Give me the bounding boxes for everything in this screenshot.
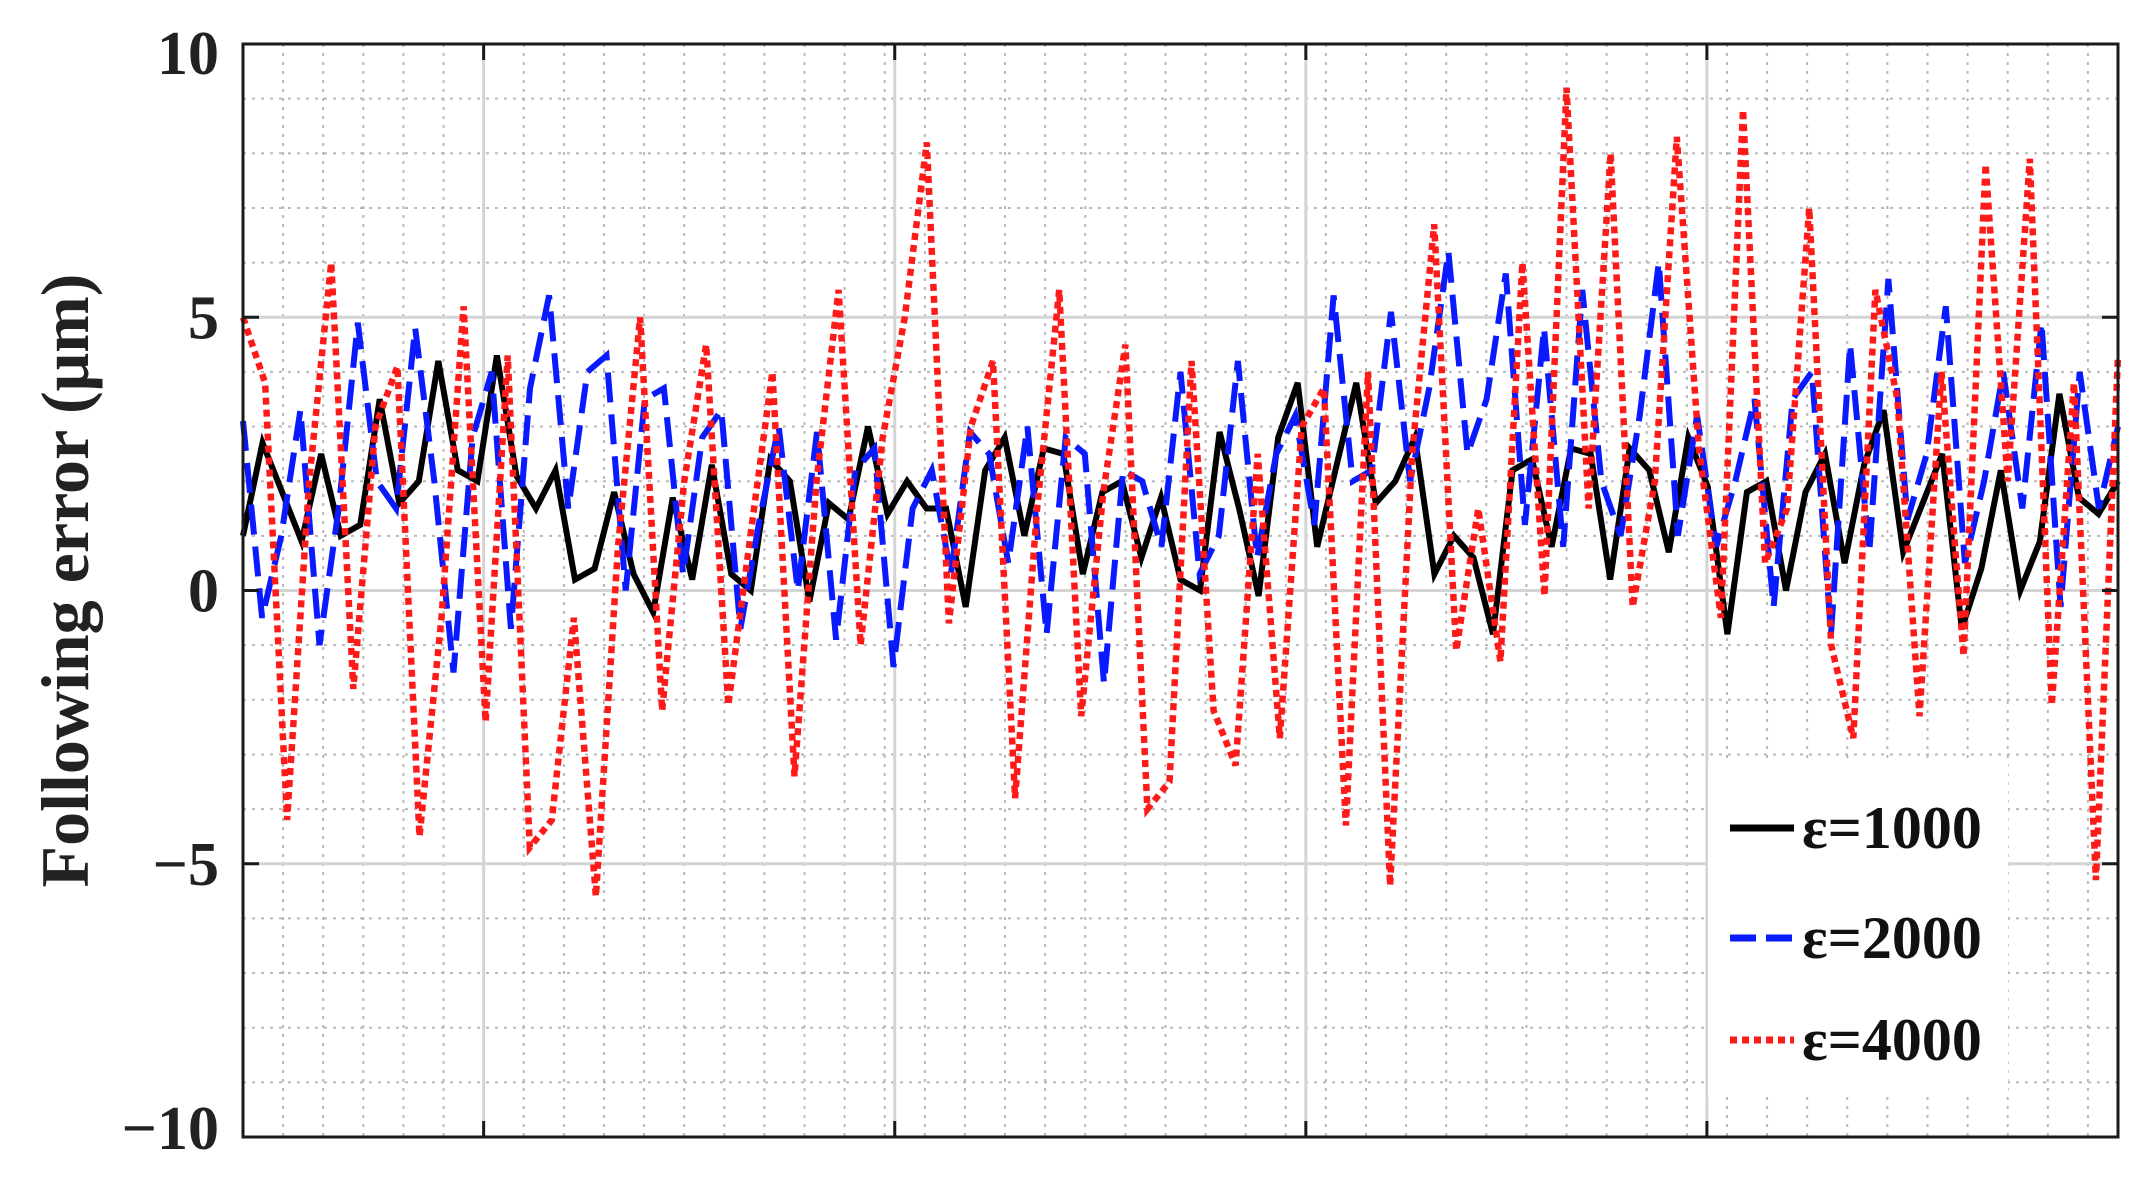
- legend: ε=1000 ε=2000 ε=4000: [1708, 762, 2008, 1097]
- series-line-3: [239, 87, 2122, 897]
- y-tick-label: 5: [188, 284, 219, 352]
- legend-label: ε=1000: [1802, 795, 1982, 861]
- y-tick-labels: 10 5 0 −5 −10: [122, 20, 219, 1163]
- y-tick-label: 0: [188, 558, 219, 626]
- series-group: [239, 87, 2122, 897]
- plot-frame: [241, 42, 2120, 1139]
- y-tick-label: 10: [157, 20, 219, 88]
- legend-label: ε=2000: [1802, 905, 1982, 971]
- y-tick-label: −10: [122, 1095, 219, 1163]
- y-axis-label: Following error (μm): [27, 274, 103, 888]
- legend-label: ε=4000: [1802, 1007, 1982, 1073]
- y-tick-label: −5: [153, 831, 219, 899]
- series-line-2: [240, 251, 2121, 684]
- series-line-1: [240, 355, 2121, 635]
